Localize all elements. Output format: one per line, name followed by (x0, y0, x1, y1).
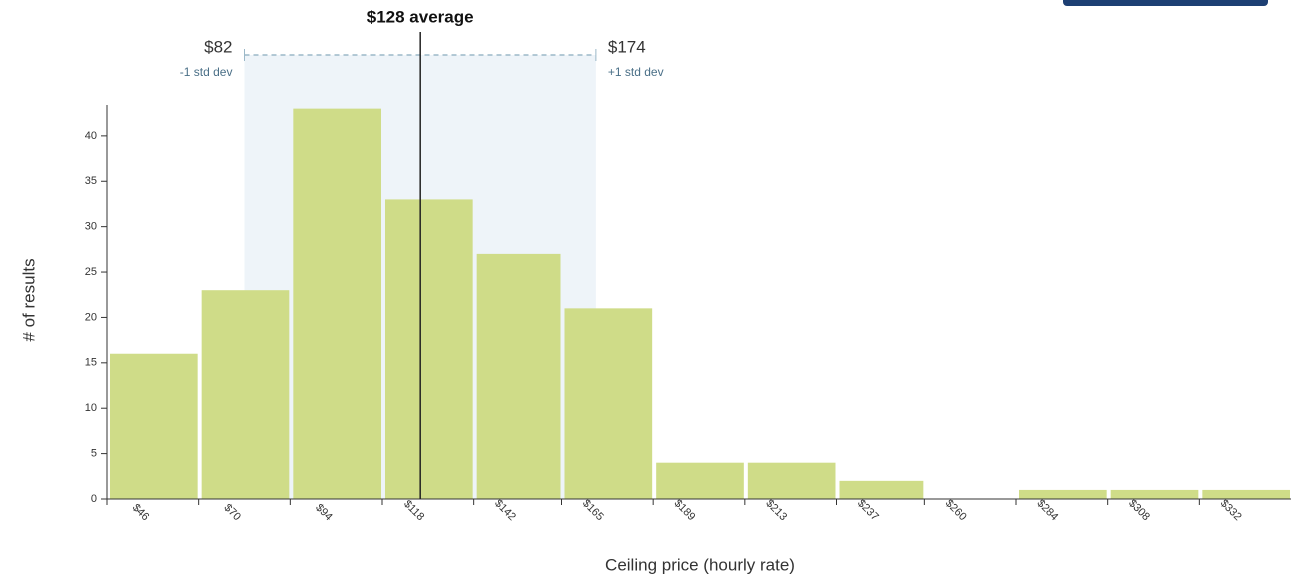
bar (293, 108, 381, 499)
average-label: $128 average (367, 7, 474, 26)
x-tick-label: $189 (672, 497, 698, 523)
x-axis-label: Ceiling price (hourly rate) (605, 555, 795, 574)
bar (110, 353, 198, 499)
y-tick-label: 40 (85, 130, 97, 142)
bar (1019, 489, 1107, 499)
x-tick-label: $237 (855, 497, 881, 523)
x-tick-label: $94 (313, 502, 334, 523)
x-tick-label: $284 (1035, 497, 1061, 523)
x-tick-label: $213 (763, 497, 789, 523)
x-tick-label: $165 (580, 497, 606, 523)
button[interactable] (1063, 0, 1268, 6)
x-tick-label: $260 (943, 497, 969, 523)
y-tick-label: 5 (91, 448, 97, 460)
x-tick-label: $46 (130, 502, 151, 523)
bar (1110, 489, 1199, 499)
x-tick-label: $142 (492, 497, 518, 523)
y-tick-label: 35 (85, 175, 97, 187)
std-note: -1 std dev (180, 65, 233, 79)
bar (201, 290, 290, 499)
std-note: +1 std dev (608, 65, 664, 79)
bar (564, 308, 653, 499)
y-tick-label: 0 (91, 493, 97, 505)
y-tick-label: 20 (85, 311, 97, 323)
y-tick-label: 10 (85, 402, 97, 414)
x-tick-label: $308 (1126, 497, 1152, 523)
bar (476, 253, 561, 499)
y-tick-label: 15 (85, 357, 97, 369)
x-tick-label: $332 (1218, 497, 1244, 523)
y-tick-label: 25 (85, 266, 97, 278)
std-label: $82 (204, 37, 232, 56)
bar (384, 199, 473, 500)
y-tick-label: 30 (85, 221, 97, 233)
std-label: $174 (608, 37, 646, 56)
bar (747, 462, 836, 499)
y-axis-label: # of results (19, 258, 38, 341)
x-tick-label: $70 (222, 502, 243, 523)
bar (656, 462, 744, 499)
x-tick-label: $118 (401, 498, 426, 523)
bar (1202, 489, 1290, 499)
bar (839, 480, 924, 499)
